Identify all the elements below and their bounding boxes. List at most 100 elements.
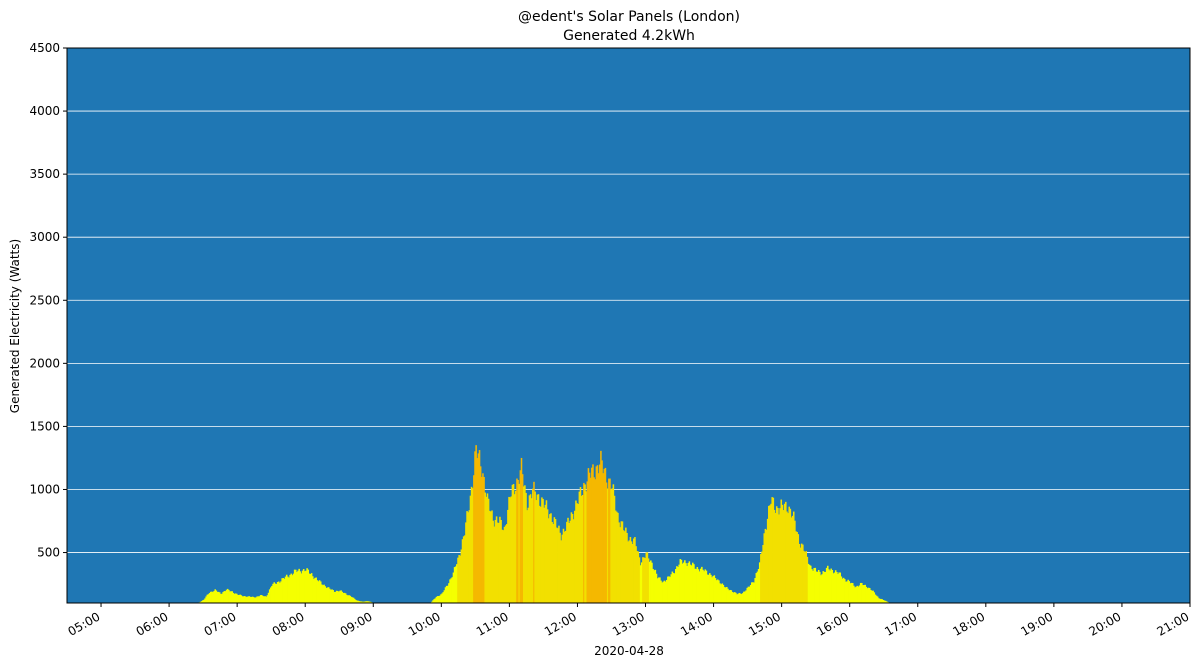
bar [570,512,573,603]
bar [527,507,530,603]
bar [275,583,278,603]
bar [298,568,300,603]
bar [346,594,348,603]
bar [329,588,331,603]
bar [532,488,534,603]
bar [459,555,462,603]
bar [551,522,553,603]
bar [248,596,251,603]
bar [863,584,865,603]
bar [364,601,366,603]
bar [635,546,637,603]
bar [462,536,465,603]
bar [493,526,496,603]
bar [746,587,749,603]
bar [589,477,592,603]
bar [335,590,338,603]
bar [498,523,500,603]
bar [234,593,237,603]
y-tick-label: 2500 [29,293,60,307]
bar [676,566,678,603]
bar [771,497,773,603]
bar [608,478,610,603]
bar [733,592,736,603]
bar [353,598,356,603]
bar [718,580,720,603]
bar [866,588,869,603]
bar [812,570,814,603]
bar [357,600,359,603]
bar [587,468,590,603]
bar [223,591,226,603]
bar [554,519,557,603]
bar [503,526,506,603]
bar [297,570,299,603]
bar [814,567,817,603]
bar [449,579,451,603]
bar [334,591,337,603]
bar [761,551,763,603]
bar [212,592,214,603]
bar [630,541,633,603]
bar [581,494,584,603]
bar [277,581,280,603]
bar [474,451,476,603]
chart-subtitle: Generated 4.2kWh [563,28,695,44]
bar [861,582,863,603]
bar [237,594,239,603]
bar [307,569,310,603]
bar [773,509,776,603]
bar [720,584,722,603]
bar [859,582,862,603]
bar [521,474,524,603]
bar [208,593,211,603]
bar [505,524,508,603]
bar [663,580,666,603]
bar [626,532,628,603]
bar [839,572,842,603]
bar [754,578,756,603]
bar [594,479,597,603]
bar [450,578,452,603]
bar [315,577,317,603]
bar [436,596,439,603]
bar [276,581,279,603]
bar [502,530,505,603]
bar [321,584,323,603]
bar [695,568,697,603]
bar [447,585,449,603]
bar [217,591,220,603]
bar [528,495,531,603]
bar [693,564,695,603]
bar [619,527,621,603]
bar [214,589,216,603]
bar [444,587,447,603]
bar [768,505,770,603]
bar [731,591,734,603]
bar [756,571,759,603]
bar [314,577,316,603]
bar [525,492,527,603]
bar [236,593,238,603]
bar [306,568,308,603]
bar [365,601,367,603]
bar [631,543,634,603]
bar [233,593,236,603]
bar [293,569,296,603]
bar [342,592,345,603]
bar [753,582,755,603]
bar [735,592,737,603]
bar [516,478,518,603]
bar [285,574,288,603]
bar [670,574,673,603]
bar [519,470,522,603]
bar [841,578,844,603]
bar [481,476,483,603]
bar [245,596,247,603]
bar [694,568,696,603]
bar [544,504,547,603]
bar [343,592,346,603]
x-tick-label: 20:00 [1086,609,1123,638]
bar [432,600,434,603]
bar [452,572,455,603]
